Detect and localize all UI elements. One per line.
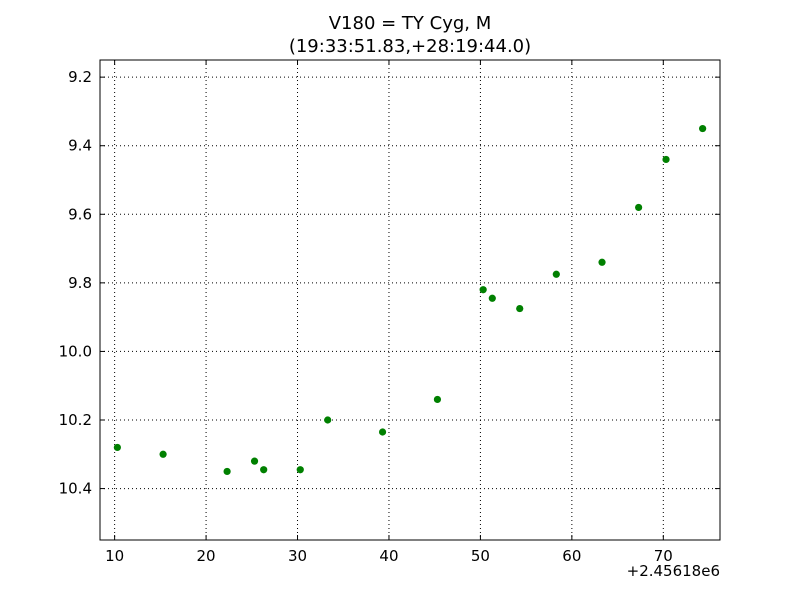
x-tick-label: 30 [288,547,307,565]
chart-title: V180 = TY Cyg, M [329,13,492,34]
x-tick-label: 20 [197,547,216,565]
axis-ticks: 10 20 30 40 50 60 70 9.2 9.4 9.6 9.8 10.0 10.2 10.4 [59,60,720,565]
x-tick-label: 10 [105,547,124,565]
data-point [635,203,643,212]
y-tick-label: 9.8 [68,274,92,292]
x-tick-label: 40 [379,547,398,565]
y-tick-label: 10.4 [59,480,92,498]
y-tick-label: 9.6 [68,205,92,223]
y-tick-label: 10.0 [59,342,92,360]
data-point [223,467,231,476]
y-tick-label: 10.2 [59,411,92,429]
data-point [250,457,259,465]
x-tick-label: 50 [471,547,490,565]
data-point [552,270,560,278]
grid [100,60,720,540]
data-point [516,304,524,313]
x-axis-offset-label: +2.45618e6 [627,562,720,580]
data-point [488,294,496,302]
data-point [159,450,167,458]
x-tick-label: 70 [654,547,673,565]
y-tick-label: 9.2 [68,68,92,86]
chart-subtitle: (19:33:51.83,+28:19:44.0) [289,36,531,57]
data-point [324,416,332,424]
data-point [113,443,121,452]
data-point [378,428,387,436]
x-tick-label: 60 [562,547,581,565]
plot-area-frame [99,59,721,541]
data-points [113,124,707,476]
data-point [260,466,268,474]
data-point [598,258,606,266]
data-point [433,395,442,404]
data-point [296,466,304,474]
y-tick-label: 9.4 [68,137,92,155]
data-point [699,124,707,133]
data-point [662,155,670,164]
data-point [479,286,487,294]
